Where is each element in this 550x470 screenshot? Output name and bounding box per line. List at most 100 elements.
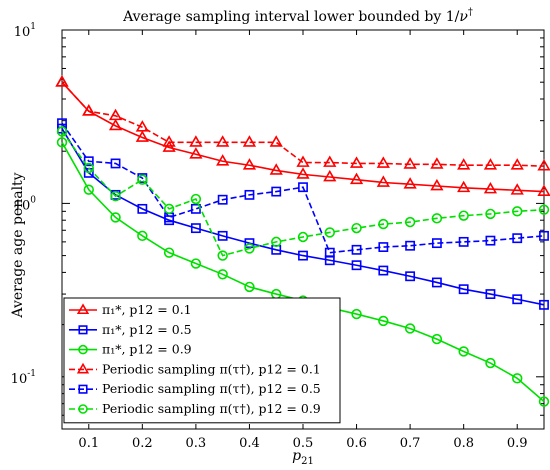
data-point: [430, 157, 444, 169]
data-point: [485, 357, 496, 369]
data-point: [83, 162, 94, 174]
data-point: [431, 238, 442, 249]
data-point: [404, 323, 416, 334]
data-point: [216, 135, 230, 147]
data-point: [244, 189, 255, 200]
data-point: [537, 159, 550, 171]
data-point: [269, 135, 283, 147]
data-point: [296, 167, 310, 179]
x-tick-label: 0.3: [186, 436, 207, 451]
data-point: [510, 183, 524, 195]
data-point: [430, 178, 444, 191]
x-axis-title: p21: [292, 448, 314, 467]
data-point: [485, 235, 496, 246]
axis-ticks: 0.1 0.2 0.3 0.4 0.5 0.6 0.7 0.8 0.9 10-1 100 101: [11, 22, 544, 451]
data-point: [539, 230, 549, 241]
data-point: [269, 163, 283, 175]
data-point: [458, 284, 469, 295]
data-point: [485, 289, 496, 299]
data-point: [483, 181, 498, 194]
data-point: [376, 175, 390, 187]
y-tick-label: 100: [14, 195, 37, 213]
x-tick-label: 0.8: [453, 436, 474, 451]
data-point: [108, 108, 123, 121]
series-2: [57, 123, 549, 310]
x-tick-label: 0.5: [293, 436, 314, 451]
data-point: [55, 75, 69, 87]
data-point: [349, 156, 364, 168]
legend-marker: [78, 404, 88, 414]
data-point: [404, 216, 416, 228]
series-line: [61, 81, 545, 193]
data-point: [324, 227, 335, 238]
data-point: [190, 258, 202, 269]
series-line: [61, 81, 545, 167]
data-point: [538, 396, 550, 407]
data-point: [405, 240, 416, 251]
data-point: [431, 277, 442, 288]
data-point: [83, 184, 94, 195]
data-point: [403, 157, 417, 169]
data-point: [538, 204, 550, 215]
data-point: [217, 269, 228, 280]
data-point: [323, 169, 337, 182]
data-point: [376, 156, 390, 168]
y-axis-title: Average age penalty: [10, 172, 26, 318]
data-point: [296, 155, 310, 167]
data-point: [457, 180, 471, 193]
legend-marker: [78, 325, 88, 335]
x-tick-label: 0.4: [239, 436, 260, 451]
data-point: [512, 233, 523, 244]
data-point: [110, 158, 121, 169]
data-point: [458, 236, 469, 247]
data-point: [163, 247, 175, 258]
data-point: [217, 194, 228, 205]
data-point: [137, 230, 148, 242]
data-point: [431, 213, 443, 224]
data-point: [539, 299, 549, 310]
data-point: [297, 231, 309, 243]
y-tick-label: 101: [14, 22, 36, 40]
x-tick-label: 0.9: [507, 436, 528, 451]
data-point: [242, 158, 257, 170]
data-point: [405, 271, 416, 282]
data-point: [190, 223, 201, 234]
x-tick-label: 0.2: [132, 436, 153, 451]
data-point: [512, 294, 523, 305]
data-point: [323, 155, 337, 167]
data-point: [271, 236, 282, 248]
legend-label: π₁*, p12 = 0.9: [102, 342, 192, 357]
series-4: [55, 75, 550, 171]
data-point: [351, 260, 362, 271]
data-point: [56, 137, 68, 148]
data-point: [378, 265, 389, 276]
data-point: [244, 281, 255, 293]
data-point: [458, 346, 469, 357]
data-point: [298, 250, 308, 261]
data-point: [510, 158, 524, 170]
data-point: [378, 218, 389, 230]
data-point: [189, 135, 203, 147]
data-point: [108, 118, 123, 131]
legend-label: π₁*, p12 = 0.5: [102, 322, 192, 337]
data-point: [56, 126, 68, 137]
legend-label: Periodic sampling π(τ†), p12 = 0.5: [102, 381, 321, 396]
data-point: [110, 191, 121, 202]
data-point: [537, 184, 550, 196]
data-point: [217, 250, 228, 261]
y-tick-label: 10-1: [11, 369, 36, 387]
data-point: [378, 242, 389, 252]
data-point: [458, 210, 469, 221]
series-6: [56, 126, 550, 261]
data-point: [483, 158, 498, 170]
legend: π₁*, p12 = 0.1 π₁*, p12 = 0.5 π₁*, p12 = 0…: [63, 297, 341, 424]
data-point: [189, 147, 203, 159]
legend-label: π₁*, p12 = 0.1: [102, 302, 192, 317]
data-point: [349, 172, 364, 185]
series-line: [61, 130, 545, 257]
data-point: [431, 333, 443, 345]
data-point: [82, 104, 96, 116]
data-point: [217, 230, 228, 241]
data-point: [351, 308, 362, 320]
